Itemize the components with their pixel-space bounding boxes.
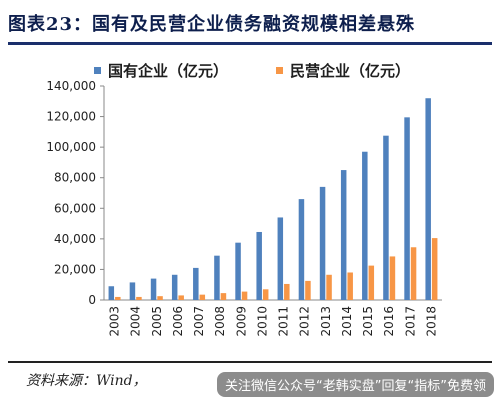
bar-private <box>136 296 142 300</box>
bar-private <box>241 291 248 300</box>
bar-private <box>220 293 227 300</box>
y-tick-label: 0 <box>88 293 96 307</box>
y-tick-label: 120,000 <box>46 110 96 124</box>
x-tick-label: 2015 <box>361 306 375 337</box>
bar-state-owned <box>171 274 178 300</box>
y-tick-label: 60,000 <box>54 201 96 215</box>
x-tick-label: 2006 <box>171 306 185 337</box>
x-tick-label: 2011 <box>277 306 291 337</box>
bar-state-owned <box>362 151 368 300</box>
legend: 国有企业（亿元） 民营企业（亿元） <box>94 62 410 80</box>
bars <box>108 98 438 300</box>
x-tick-label: 2013 <box>319 306 333 337</box>
bar-private <box>389 256 396 300</box>
bar-private <box>305 280 311 300</box>
y-tick-label: 80,000 <box>54 171 96 185</box>
bar-private <box>157 296 163 300</box>
y-axis: 0 20,000 40,000 60,000 80,000 100,000 120,000 1… <box>46 79 105 307</box>
bar-private <box>178 295 184 300</box>
bar-state-owned <box>340 170 347 300</box>
source-note: 资料来源：Wind， <box>26 373 147 389</box>
bar-state-owned <box>319 186 326 300</box>
bar-state-owned <box>383 135 389 300</box>
y-tick-label: 20,000 <box>54 262 96 276</box>
x-tick-label: 2014 <box>340 306 354 337</box>
y-tick-label: 100,000 <box>46 140 96 154</box>
bar-state-owned <box>425 98 431 300</box>
x-tick-label: 2018 <box>424 306 438 337</box>
legend-swatch <box>276 67 283 74</box>
x-tick-label: 2017 <box>403 306 417 337</box>
bar-private <box>199 294 206 300</box>
bar-private <box>262 289 269 300</box>
x-tick-label: 2008 <box>213 306 227 337</box>
bar-state-owned <box>129 282 136 300</box>
bar-state-owned <box>193 267 199 300</box>
x-tick-label: 2003 <box>108 306 122 337</box>
x-tick-label: 2010 <box>255 306 269 337</box>
bar-state-owned <box>235 242 241 300</box>
bar-state-owned <box>214 255 220 300</box>
x-tick-label: 2012 <box>298 306 312 337</box>
bar-private <box>347 272 353 300</box>
x-tick-label: 2005 <box>150 306 164 337</box>
bar-private <box>410 247 417 300</box>
legend-label: 国有企业（亿元） <box>108 62 228 80</box>
bar-state-owned <box>256 231 262 300</box>
legend-label: 民营企业（亿元） <box>290 62 410 80</box>
x-tick-label: 2007 <box>192 306 206 337</box>
bar-state-owned <box>277 217 284 300</box>
bar-state-owned <box>150 278 157 300</box>
chart-title: 图表23：国有及民营企业债务融资规模相差悬殊 <box>8 14 416 35</box>
legend-swatch <box>94 67 101 74</box>
footer-rule <box>8 361 492 363</box>
bar-private <box>368 265 375 300</box>
y-tick-label: 40,000 <box>54 232 96 246</box>
x-tick-label: 2009 <box>234 306 248 337</box>
watermark-banner: 关注微信公众号“老韩实盘”回复“指标”免费领 <box>217 372 494 397</box>
x-tick-label: 2004 <box>129 306 143 337</box>
bar-private <box>431 238 438 300</box>
bar-state-owned <box>404 117 410 300</box>
title-rule <box>8 42 492 45</box>
y-tick-label: 140,000 <box>46 79 96 93</box>
bar-private <box>326 274 332 300</box>
bar-state-owned <box>298 199 305 300</box>
bar-state-owned <box>108 286 115 300</box>
x-axis: 2003 2004 2005 2006 2007 2008 2009 2010 2011 2012… <box>104 299 442 337</box>
x-tick-label: 2016 <box>382 306 396 337</box>
bar-private <box>115 296 121 300</box>
bar-private <box>284 283 290 300</box>
